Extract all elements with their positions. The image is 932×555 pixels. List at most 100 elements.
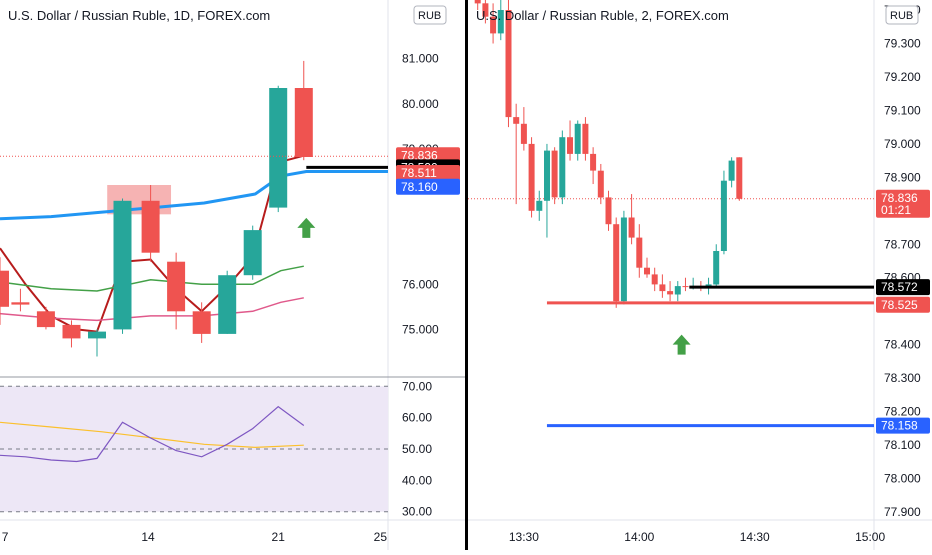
intraday-candle-body [605,197,612,225]
intraday-y-tick-label: 78.200 [884,405,921,419]
daily-price-label: 78.836 [401,148,438,162]
daily-candle-body [294,88,313,157]
intraday-y-tick-label: 79.100 [884,103,921,117]
intraday-y-tick-label: 78.100 [884,438,921,452]
intraday-currency-badge-bg [885,5,919,25]
rsi-y-tick-label: 50.00 [402,442,432,456]
intraday-candle-body [597,170,604,198]
intraday-y-tick-label: 78.000 [884,472,921,486]
daily-candle-body [192,311,211,334]
intraday-candle-body [644,267,650,275]
intraday-y-tick-label: 78.900 [884,170,921,184]
intraday-red-level-label: 78.525 [881,298,918,312]
intraday-candle-body [574,123,581,154]
daily-candle-body [62,324,81,339]
daily-y-tick-label: 81.000 [402,52,439,66]
intraday-candle-body [536,200,543,211]
intraday-x-tick-label: 13:30 [509,530,539,544]
intraday-candle-body [613,224,620,302]
daily-chart-title: U.S. Dollar / Russian Ruble, 1D, FOREX.c… [8,8,270,23]
intraday-blue-level-label-bg [876,417,930,434]
intraday-candle-body [659,284,666,292]
intraday-y-tick-label: 79.000 [884,137,921,151]
intraday-candle-body [497,10,504,34]
intraday-candle-body [505,10,512,118]
daily-candle-body [269,88,288,208]
intraday-candle-body [620,217,627,302]
daily-y-tick-label: 76.000 [402,277,439,291]
intraday-y-tick-label: 77.900 [884,505,921,519]
daily-candle-body [113,200,132,330]
intraday-candle-body [544,150,550,201]
daily-up-arrow [297,217,316,238]
intraday-candle-body [636,237,643,268]
daily-currency-badge-bg [413,5,447,25]
daily-blue-level-label-bg [396,178,460,195]
intraday-candle-body [682,286,689,288]
daily-candle-body [218,275,237,334]
daily-candle-body [11,302,30,305]
daily-candle-body [36,311,55,328]
daily-chart: 81.00080.00079.00076.00075.00078.83601:3… [0,0,466,550]
layout-divider [465,0,468,550]
intraday-candle-body [590,153,597,171]
moving-average-blue [0,170,388,221]
daily-candle-body [88,331,106,339]
intraday-y-tick-label: 79.300 [884,37,921,51]
intraday-candle-body [651,274,658,285]
intraday-candle-body [728,160,735,181]
daily-x-tick-label: 14 [141,530,155,544]
intraday-black-level-label: 78.572 [881,280,918,294]
daily-red-level-label: 78.511 [401,166,437,180]
intraday-chart: 79.40079.30079.20079.10079.00078.90078.7… [468,0,932,550]
intraday-currency-badge: RUB [890,10,913,22]
intraday-price-label-countdown: 01:21 [881,203,911,217]
daily-x-tick-label: 25 [374,530,388,544]
intraday-candle-body [720,180,727,251]
daily-candle-body [243,230,262,276]
rsi-moving-average [0,421,304,449]
intraday-red-level-label-bg [876,296,930,313]
intraday-black-level-label-bg [876,279,930,296]
daily-y-tick-label: 75.000 [402,322,439,336]
daily-x-tick-label: 21 [272,530,286,544]
intraday-candle-body [474,0,481,4]
intraday-candle-body [736,157,743,199]
intraday-candle-body [520,123,527,144]
intraday-y-tick-label: 79.200 [884,70,921,84]
intraday-candle-body [513,117,520,124]
rsi-y-tick-label: 30.00 [402,505,432,519]
daily-red-level-label-bg [396,165,460,181]
intraday-candle-body [667,291,674,295]
intraday-candle-body [582,123,589,154]
intraday-up-arrow [672,334,691,355]
rsi-y-tick-label: 70.00 [402,379,432,393]
intraday-candle-body [567,137,573,154]
intraday-chart-title: U.S. Dollar / Russian Ruble, 2, FOREX.co… [476,8,729,23]
intraday-y-tick-label: 78.700 [884,237,921,251]
rsi-line [0,405,305,463]
daily-blue-level-label: 78.160 [401,180,438,194]
rsi-y-tick-label: 60.00 [402,411,432,425]
intraday-candle-body [490,16,497,34]
intraday-price-label-bg [876,189,930,218]
intraday-candle-body [528,143,535,211]
intraday-candle-body [674,286,681,295]
daily-y-tick-label: 80.000 [402,97,439,111]
intraday-x-tick-label: 15:00 [855,530,885,544]
intraday-candle-body [551,150,558,198]
daily-candle-body [167,261,186,312]
intraday-blue-level-label: 78.158 [881,419,918,433]
daily-x-tick-label: 7 [2,530,9,544]
intraday-candle-body [559,137,566,198]
intraday-candle-body [628,217,635,238]
daily-candle-body [0,270,9,307]
intraday-y-tick-label: 78.400 [884,338,921,352]
intraday-y-tick-label: 78.300 [884,371,921,385]
daily-currency-badge: RUB [418,10,441,22]
intraday-x-tick-label: 14:00 [624,530,654,544]
intraday-candle-body [713,251,720,285]
rsi-y-tick-label: 40.00 [402,473,432,487]
intraday-x-tick-label: 14:30 [740,530,770,544]
